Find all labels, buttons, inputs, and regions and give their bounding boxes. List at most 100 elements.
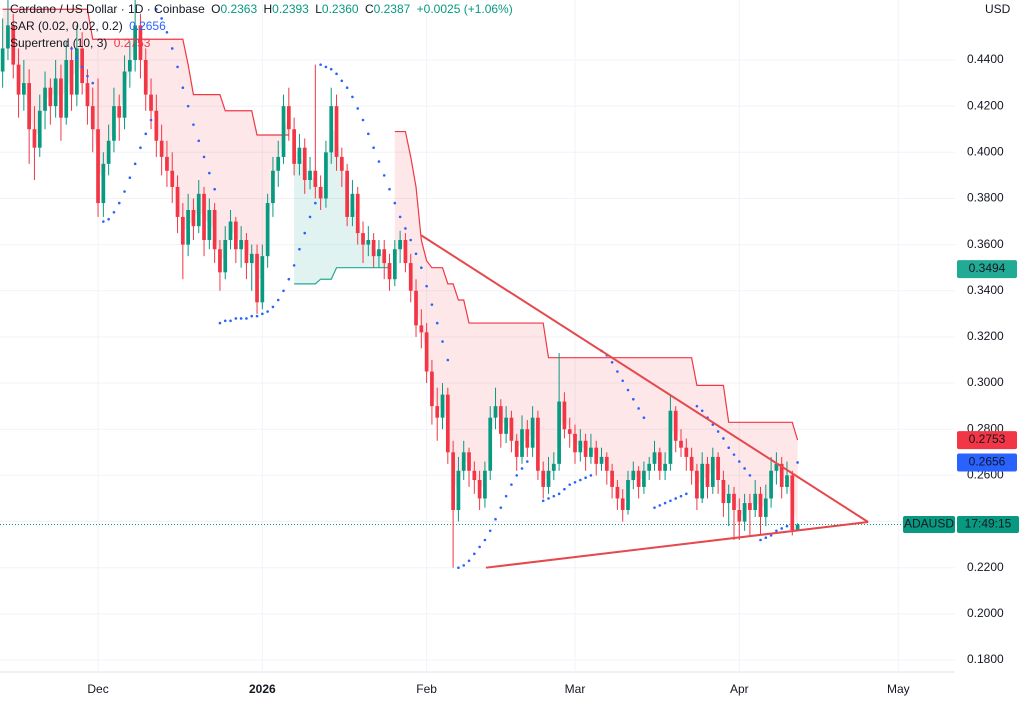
ohlc-key: H (263, 2, 273, 16)
sar-dot (738, 460, 741, 463)
alert-badge: 0.3494 (969, 261, 1006, 275)
candle-body (377, 249, 381, 257)
candle-body (371, 240, 376, 257)
candle-body (668, 410, 673, 464)
sar-dot (271, 305, 275, 309)
candle-body (191, 210, 196, 227)
y-tick-label: 0.3400 (967, 283, 1004, 297)
candle-body (562, 401, 567, 430)
candle-body (785, 475, 789, 487)
candle-body (419, 325, 424, 333)
candle-body (308, 170, 312, 180)
sar-dot (732, 453, 736, 456)
legend-supertrend-row: Supertrend (10, 3) 0.2753 (10, 35, 516, 52)
candle-body (742, 503, 747, 522)
candle-body (159, 140, 164, 157)
candle-body (212, 210, 217, 250)
candle-body (483, 470, 487, 499)
candle-body (43, 87, 47, 111)
supertrend-value: 0.2753 (113, 36, 151, 50)
candle-body (414, 290, 418, 326)
candle-body (112, 106, 116, 141)
sar-dot (218, 321, 222, 325)
sar-dot (414, 252, 418, 256)
candle-body (684, 447, 689, 457)
sar-dot (541, 499, 545, 503)
sar-dot (695, 404, 699, 408)
sar-value: 0.2656 (129, 19, 166, 33)
candle-body (0, 48, 5, 72)
x-tick-label: Feb (416, 682, 437, 696)
sar-dot (361, 118, 365, 122)
sar-dot (308, 215, 312, 219)
candle-body (16, 64, 21, 95)
candle-body (456, 470, 461, 510)
sar-dot (573, 481, 577, 484)
supertrend-badge-bg (957, 431, 1017, 450)
sar-dot (658, 504, 662, 507)
sar-dot (435, 321, 439, 325)
candle-body (790, 475, 795, 531)
sar-dot (663, 501, 667, 505)
sar-dot (356, 107, 360, 110)
sar-dot (314, 201, 317, 205)
sar-dot (75, 56, 79, 59)
candles (0, 0, 800, 568)
candle-body (11, 25, 16, 65)
candle-body (408, 263, 413, 291)
candle-body (620, 498, 625, 510)
sar-dot (579, 478, 582, 482)
sar-dot (213, 187, 216, 191)
sar-dot (626, 388, 630, 392)
sar-dot (250, 314, 254, 318)
ohlc-value: 0.2393 (272, 2, 309, 16)
candle-body (207, 210, 212, 240)
candle-body (37, 110, 42, 148)
candle-body (48, 87, 53, 107)
candle-body (435, 406, 440, 418)
candle-body (578, 440, 583, 453)
candle-body (498, 406, 503, 434)
sar-dot (722, 437, 725, 440)
candle-body (477, 480, 482, 499)
sar-badge-bg (957, 453, 1017, 472)
sar-dot (557, 492, 561, 496)
sar-dot (245, 317, 248, 320)
sar-dot (488, 529, 492, 533)
candle-body (292, 129, 296, 164)
candle-body (85, 83, 90, 107)
x-tick-label: Dec (87, 682, 108, 696)
candle-body (355, 193, 360, 234)
sar-dot (457, 566, 460, 569)
price-axis-bg (955, 0, 1024, 706)
sar-dot (176, 65, 179, 69)
sar-dot (324, 65, 328, 69)
supertrend-name: Supertrend (10, 3) (10, 36, 108, 50)
sar-dot (223, 319, 227, 323)
candle-body (313, 170, 318, 187)
y-tick-label: 0.3200 (967, 329, 1004, 343)
sar-dot (319, 63, 322, 66)
candle-body (748, 503, 752, 510)
sar-dot (759, 538, 762, 542)
sar-dot (197, 139, 201, 143)
sar-dot (494, 517, 497, 521)
candle-body (345, 170, 349, 217)
sar-dot (398, 215, 402, 219)
sar-dot (229, 319, 232, 323)
sar-dot (526, 460, 529, 463)
sar-dot (621, 379, 625, 383)
sar-dot (616, 370, 619, 373)
candle-body (143, 60, 148, 95)
sar-badge: 0.2656 (969, 455, 1006, 469)
legend-symbol-row: Cardano / US Dollar · 1D · Coinbase O0.2… (10, 1, 516, 18)
y-tick-label: 0.4000 (967, 144, 1004, 158)
sar-dot (133, 162, 137, 166)
candle-body (530, 417, 535, 448)
sar-dot (674, 497, 678, 500)
sar-dot (409, 238, 413, 242)
sar-dot (282, 289, 285, 293)
sar-dot (298, 247, 301, 251)
candle-body (329, 106, 334, 153)
candle-body (233, 221, 238, 250)
